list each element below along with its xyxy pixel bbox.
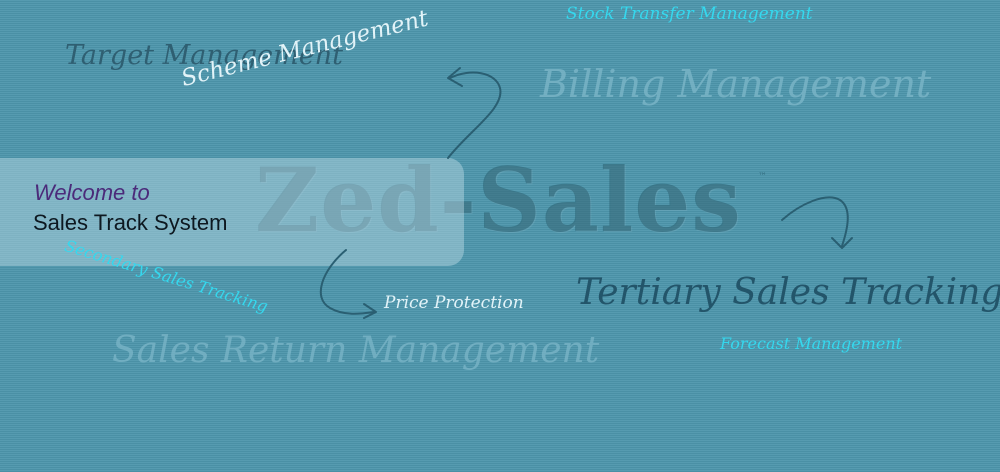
tertiary-sales-label: Tertiary Sales Tracking bbox=[576, 272, 1000, 313]
target-management-label: Target Management bbox=[65, 40, 343, 71]
trademark-symbol: ™ bbox=[758, 172, 767, 182]
arrow-to-scheme-icon bbox=[447, 71, 502, 159]
arrow-to-price-protection-head-icon bbox=[363, 303, 377, 319]
zed-sales-logo: Zed-Sales bbox=[255, 148, 742, 252]
stock-transfer-label: Stock Transfer Management bbox=[566, 4, 813, 24]
arrow-to-price-protection-icon bbox=[319, 249, 375, 315]
price-protection-label: Price Protection bbox=[384, 293, 524, 313]
arrow-to-tertiary-icon bbox=[781, 196, 849, 247]
system-name: Sales Track System bbox=[33, 210, 228, 235]
welcome-heading: Welcome to bbox=[34, 180, 150, 205]
arrow-to-tertiary-head-icon bbox=[831, 237, 853, 249]
billing-management-label: Billing Management bbox=[540, 62, 932, 106]
sales-return-label: Sales Return Management bbox=[112, 330, 600, 371]
welcome-panel bbox=[0, 158, 464, 266]
forecast-management-label: Forecast Management bbox=[720, 334, 903, 353]
arrow-to-scheme-head-icon bbox=[447, 67, 463, 87]
